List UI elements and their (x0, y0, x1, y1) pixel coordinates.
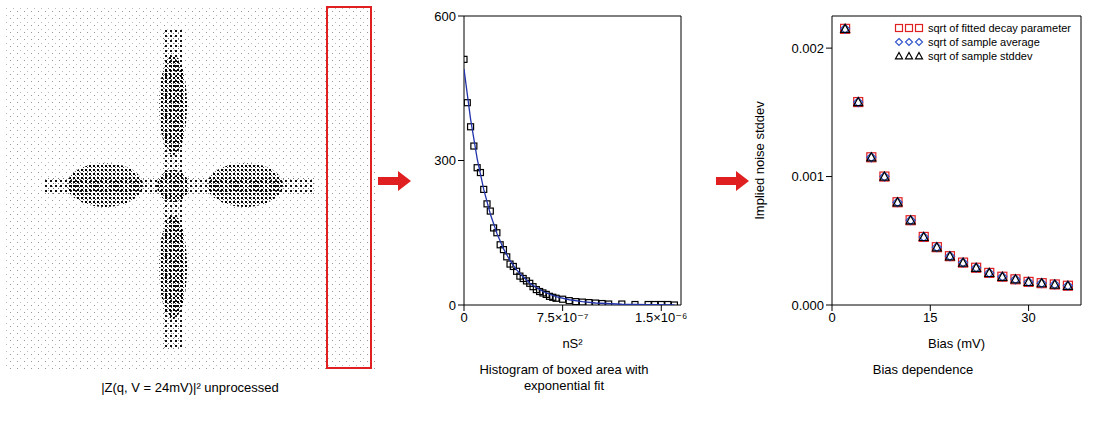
svg-text:7.5×10⁻⁷: 7.5×10⁻⁷ (537, 310, 589, 325)
svg-text:15: 15 (923, 310, 937, 325)
svg-text:30: 30 (1021, 310, 1035, 325)
svg-text:0.001: 0.001 (791, 169, 824, 184)
svg-text:0: 0 (449, 298, 456, 313)
svg-text:0.002: 0.002 (791, 41, 824, 56)
svg-text:Bias (mV): Bias (mV) (928, 336, 985, 351)
svg-text:300: 300 (434, 153, 456, 168)
svg-text:Implied noise stddev: Implied noise stddev (752, 101, 767, 220)
svg-text:0.000: 0.000 (791, 298, 824, 313)
svg-text:600: 600 (434, 9, 456, 24)
svg-text:0: 0 (460, 310, 467, 325)
html-text:sqrt of sample stddev: sqrt of sample stddev (927, 50, 1033, 62)
svg-text:nS²: nS² (562, 336, 583, 351)
svg-text:1.5×10⁻⁶: 1.5×10⁻⁶ (635, 310, 687, 325)
html-text:Bias dependence: Bias dependence (872, 362, 974, 377)
svg-text:0: 0 (828, 310, 835, 325)
html-text:Histogram of boxed area with e: Histogram of boxed area with exponential… (479, 362, 649, 393)
html-text:|Z(q, V = 24mV)|² unprocessed: |Z(q, V = 24mV)|² unprocessed (101, 380, 279, 395)
html-text:sqrt of sample average: sqrt of sample average (927, 36, 1040, 48)
html-text:sqrt of fitted decay parameter: sqrt of fitted decay parameter (927, 22, 1071, 34)
